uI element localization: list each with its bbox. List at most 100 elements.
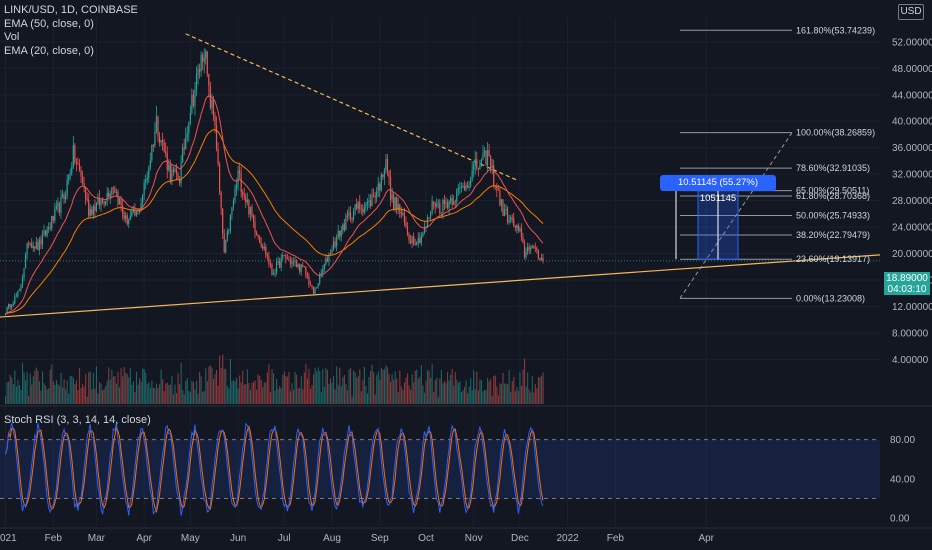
candle-body — [28, 243, 30, 245]
candle-body — [439, 202, 441, 214]
candle-body — [506, 208, 509, 223]
measure-label[interactable]: 10.51145 (55.27%) 1051145 — [660, 175, 776, 204]
volume-bar — [232, 380, 235, 404]
volume-bar — [240, 382, 242, 404]
candle-body — [105, 201, 107, 205]
volume-bar — [490, 378, 492, 404]
time-axis-label: 2022 — [557, 533, 580, 544]
volume-bar — [302, 389, 304, 404]
candle-body — [343, 224, 345, 231]
candle-body — [98, 197, 101, 206]
volume-bar — [448, 380, 450, 404]
time-axis-label: 2021 — [0, 533, 17, 544]
candle-body — [240, 173, 242, 193]
volume-bar — [447, 371, 449, 404]
rsi-axis-label: 40.00 — [890, 474, 915, 485]
volume-bar — [427, 369, 429, 404]
volume-bar — [471, 389, 473, 404]
candle-body — [288, 258, 290, 260]
candle-body — [339, 230, 341, 237]
volume-bar — [450, 374, 452, 404]
volume-bar — [111, 369, 113, 404]
currency-badge[interactable]: USD — [898, 4, 924, 20]
volume-bar — [239, 375, 241, 404]
volume-bar — [340, 386, 342, 404]
fibonacci-levels[interactable]: 161.80%(53.74239) 100.00%(38.26859) 78.60%… — [679, 25, 875, 303]
candle-body — [303, 266, 305, 268]
vol-legend[interactable]: Vol — [4, 31, 20, 43]
candle-body — [366, 201, 369, 205]
time-axis-label: Feb — [607, 533, 625, 544]
candle-body — [223, 233, 225, 253]
volume-bar — [125, 372, 127, 404]
volume-bar — [200, 376, 202, 404]
candle-body — [197, 69, 199, 75]
candle-body — [6, 306, 8, 314]
volume-bar — [391, 374, 393, 404]
volume-bar — [508, 370, 510, 404]
volume-bar — [135, 371, 138, 404]
volume-bar — [383, 368, 385, 404]
volume-bar — [433, 391, 435, 404]
volume-bar — [286, 376, 288, 404]
volume-bar — [269, 391, 272, 404]
chart-legend: LINK/USD, 1D, COINBASE EMA (50, close, 0… — [4, 4, 138, 58]
volume-bar — [254, 380, 256, 404]
candle-body — [41, 233, 44, 245]
candle-body — [106, 192, 108, 202]
volume-bar — [259, 375, 261, 404]
ema50-line — [5, 129, 544, 314]
volume-bar — [120, 368, 122, 404]
candle-body — [382, 174, 384, 178]
volume-bar — [17, 379, 19, 404]
volume-bar — [37, 370, 39, 404]
candle-body — [8, 304, 10, 307]
candle-body — [182, 147, 184, 163]
volume-bar — [420, 365, 422, 404]
candle-body — [72, 145, 74, 168]
candle-body — [54, 208, 56, 221]
volume-bar — [374, 394, 376, 404]
candle-body — [108, 192, 110, 198]
candle-body — [229, 214, 231, 231]
ema50-legend[interactable]: EMA (50, close, 0) — [4, 17, 94, 30]
volume-bar — [166, 382, 168, 404]
candle-body — [243, 194, 245, 197]
candle-body — [145, 180, 147, 183]
candle-body — [172, 169, 174, 172]
ema20-legend[interactable]: EMA (20, close, 0) — [4, 44, 94, 57]
volume-bar — [368, 377, 370, 404]
candle-body — [245, 196, 247, 203]
candle-body — [322, 269, 324, 273]
volume-bar — [277, 389, 279, 404]
candle-body — [71, 167, 73, 174]
stoch-rsi-legend[interactable]: Stoch RSI (3, 3, 14, 14, close) — [4, 414, 151, 426]
candle-body — [385, 158, 387, 171]
candle-body — [419, 238, 421, 244]
volume-bar — [188, 390, 190, 404]
volume-bar — [524, 358, 526, 404]
volume-bar — [351, 396, 353, 404]
time-axis-label: Sep — [371, 533, 389, 544]
volume-bar — [410, 389, 412, 404]
volume-bar — [454, 372, 456, 404]
candle-body — [120, 198, 122, 206]
volume-bar — [370, 370, 372, 404]
candle-body — [446, 202, 449, 208]
candle-body — [9, 304, 11, 308]
candle-body — [97, 197, 99, 203]
candle-body — [414, 243, 416, 246]
candle-body — [450, 197, 452, 202]
volume-bar — [172, 394, 174, 404]
volume-bar — [430, 378, 432, 404]
candle-body — [453, 201, 455, 205]
candle-body — [434, 204, 436, 207]
volume-bar — [157, 388, 159, 404]
symbol-title[interactable]: LINK/USD, 1D, COINBASE — [4, 4, 138, 16]
volume-bar — [151, 380, 153, 404]
candle-body — [189, 112, 191, 123]
volume-bar — [212, 378, 215, 404]
volume-bar — [356, 377, 358, 404]
volume-bar — [189, 392, 191, 404]
